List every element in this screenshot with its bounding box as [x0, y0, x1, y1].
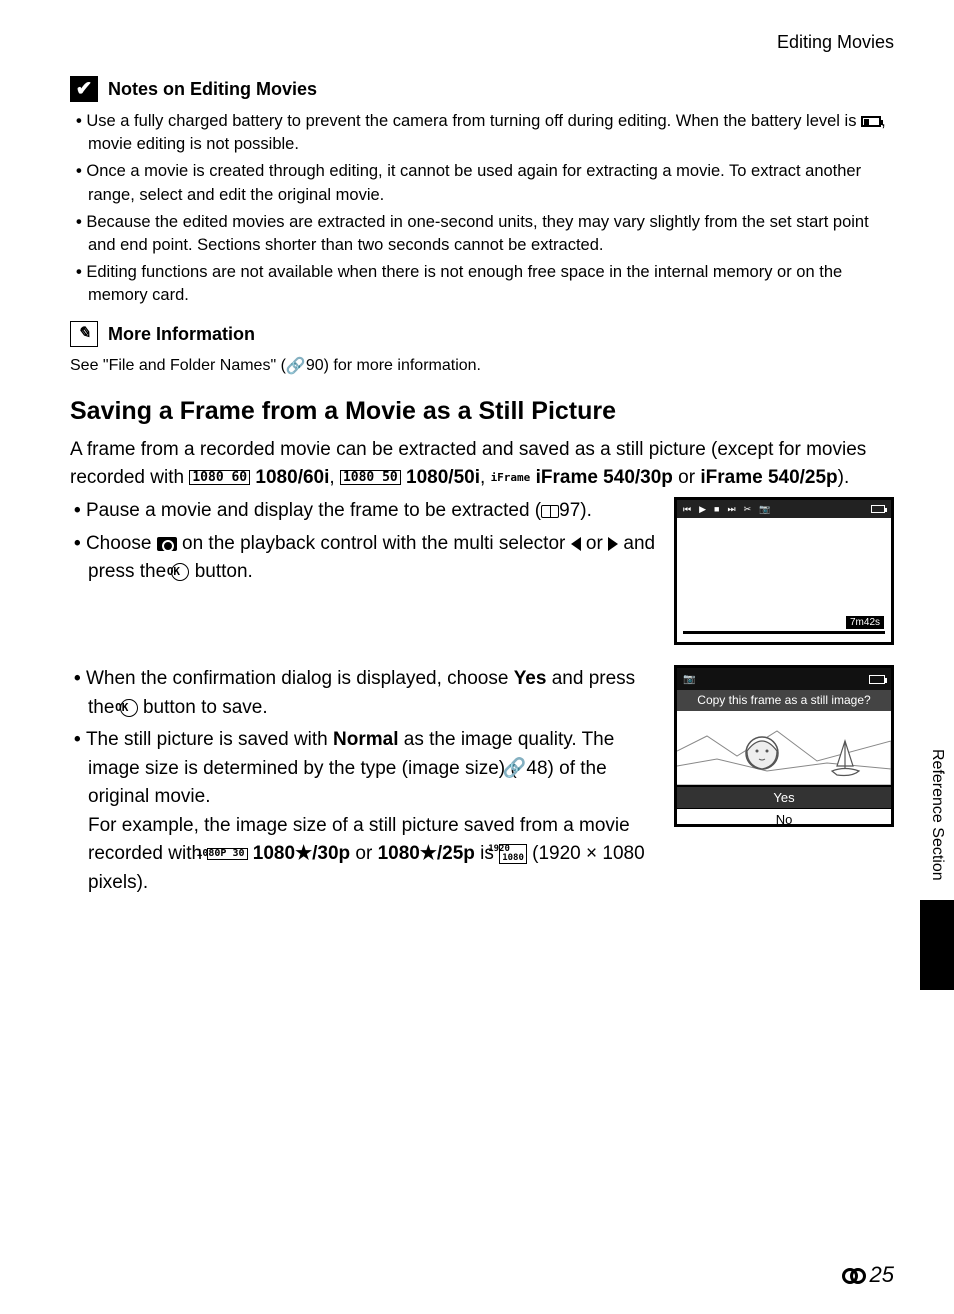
- intro-post: ).: [838, 467, 850, 488]
- dialog-scene: [677, 711, 891, 785]
- dialog-top: 📷: [677, 668, 891, 690]
- battery-icon: [869, 675, 885, 684]
- step-block-b: When the confirmation dialog is displaye…: [70, 665, 894, 901]
- more-info-post: ) for more information.: [324, 357, 481, 374]
- play-icon: ▶: [699, 503, 706, 515]
- playback-toolbar: ⏮ ▶ ■ ⏭ ✂ 📷: [677, 500, 891, 518]
- format-5: 1080★/30p: [253, 843, 350, 864]
- forward-icon: ⏭: [727, 503, 735, 515]
- playback-screen-preview: ⏮ ▶ ■ ⏭ ✂ 📷 7m42s: [674, 497, 894, 645]
- confirm-dialog-preview: 📷 Copy this frame as a still image? Yes …: [674, 665, 894, 827]
- b2-mid: as the image quality. The image size is …: [88, 729, 645, 893]
- left-arrow-icon: [571, 537, 581, 551]
- intro-paragraph: A frame from a recorded movie can be ext…: [70, 436, 894, 491]
- notes-icon: [70, 76, 98, 102]
- b2-pre: The still picture is saved with: [86, 729, 333, 750]
- format-3: iFrame 540/30p: [536, 467, 673, 488]
- battery-low-icon: [861, 116, 881, 127]
- pencil-icon: ✎: [70, 321, 98, 347]
- step-block-a: Pause a movie and display the frame to b…: [70, 497, 894, 645]
- note-item: Once a movie is created through editing,…: [70, 160, 894, 206]
- format-6: 1080★/25p: [378, 843, 475, 864]
- note-item: Editing functions are not available when…: [70, 261, 894, 307]
- dialog-question: Copy this frame as a still image?: [677, 690, 891, 710]
- more-info-pre: See "File and Folder Names" (: [70, 357, 286, 374]
- page-link-icon: [842, 1268, 866, 1282]
- resolution-badge-icon: 19201080: [499, 844, 527, 864]
- more-info-text: See "File and Folder Names" (🔗90) for mo…: [70, 355, 894, 377]
- notes-heading-row: Notes on Editing Movies: [70, 76, 894, 102]
- side-tab-bar: [920, 900, 954, 990]
- ok-button-icon: OK: [171, 563, 189, 581]
- link-icon: 🔗: [517, 759, 527, 778]
- notes-title: Notes on Editing Movies: [108, 77, 317, 101]
- b1-yes: Yes: [514, 668, 547, 689]
- still-capture-icon: [157, 537, 177, 551]
- more-info-row: ✎ More Information: [70, 321, 894, 347]
- progress-bar: [683, 631, 885, 634]
- bullet-item: When the confirmation dialog is displaye…: [70, 665, 656, 722]
- camera-icon: 📷: [759, 503, 770, 515]
- dialog-options: Yes No: [677, 785, 891, 828]
- side-tab: Reference Section: [920, 730, 954, 990]
- ok-button-icon: OK: [120, 699, 138, 717]
- format-2: 1080/50i: [406, 467, 480, 488]
- format-badge-icon: 1080 50: [340, 470, 401, 485]
- bullet-item: Choose on the playback control with the …: [70, 530, 656, 587]
- format-4: iFrame 540/25p: [700, 467, 837, 488]
- option-yes[interactable]: Yes: [677, 785, 891, 810]
- more-info-title: More Information: [108, 322, 255, 346]
- notes-list: Use a fully charged battery to prevent t…: [70, 110, 894, 307]
- rewind-icon: ⏮: [683, 503, 691, 515]
- bullets-a: Pause a movie and display the frame to b…: [70, 497, 656, 587]
- stop-icon: ■: [714, 503, 719, 515]
- book-icon: [541, 505, 559, 518]
- b2-normal: Normal: [333, 729, 398, 750]
- note-item: Because the edited movies are extracted …: [70, 211, 894, 257]
- bullet-item: Pause a movie and display the frame to b…: [70, 497, 656, 526]
- right-arrow-icon: [608, 537, 618, 551]
- playback-time: 7m42s: [845, 615, 885, 631]
- more-info-ref: 90: [306, 357, 324, 374]
- page-number: 25: [870, 1260, 894, 1290]
- note-item: Use a fully charged battery to prevent t…: [70, 110, 894, 156]
- link-icon: 🔗: [286, 358, 306, 374]
- page-footer: 25: [842, 1260, 894, 1290]
- battery-icon: [871, 505, 885, 513]
- page-title: Saving a Frame from a Movie as a Still P…: [70, 395, 894, 429]
- bullet-item: The still picture is saved with Normal a…: [70, 726, 656, 897]
- b1-pre: When the confirmation dialog is displaye…: [86, 668, 514, 689]
- format-badge-icon: 1080P 30: [207, 848, 247, 860]
- still-mode-icon: 📷: [683, 673, 695, 687]
- scissors-icon: ✂: [744, 503, 752, 515]
- format-1: 1080/60i: [255, 467, 329, 488]
- fmt-or: or: [350, 843, 377, 864]
- iframe-icon: iFrame: [491, 472, 531, 483]
- scene-illustration: [677, 711, 891, 785]
- option-no[interactable]: No: [677, 809, 891, 827]
- breadcrumb: Editing Movies: [70, 30, 894, 54]
- format-badge-icon: 1080 60: [189, 470, 250, 485]
- side-tab-label: Reference Section: [926, 730, 948, 900]
- bullets-b: When the confirmation dialog is displaye…: [70, 665, 656, 897]
